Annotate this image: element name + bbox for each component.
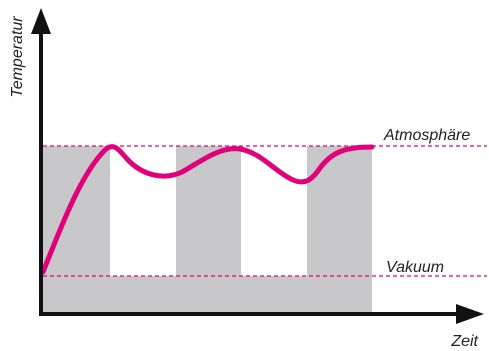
shaded-bottom-strip bbox=[43, 276, 372, 312]
x-axis-label: Zeit bbox=[450, 333, 478, 350]
vacuum-label: Vakuum bbox=[386, 259, 444, 276]
x-axis-arrow bbox=[456, 304, 484, 324]
y-axis-label: Temperatur bbox=[9, 16, 26, 98]
y-axis-arrow bbox=[31, 8, 51, 34]
atmosphere-label: Atmosphäre bbox=[383, 127, 470, 144]
temperature-curve bbox=[40, 144, 375, 275]
shaded-regions bbox=[43, 146, 372, 312]
